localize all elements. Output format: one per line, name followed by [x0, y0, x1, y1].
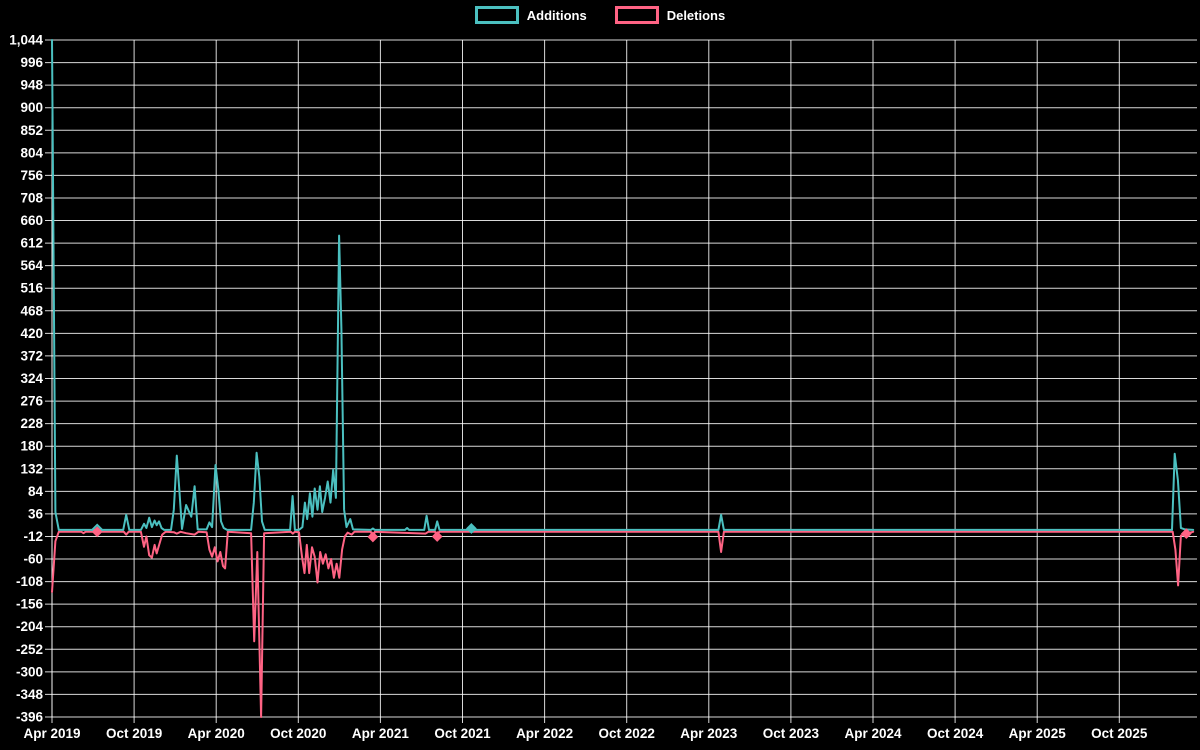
y-tick-label: 276: [20, 394, 43, 409]
y-tick-label: -60: [23, 552, 43, 567]
legend-label-additions: Additions: [526, 7, 587, 23]
x-tick-label: Apr 2019: [23, 726, 80, 741]
y-tick-label: 132: [20, 461, 43, 476]
y-tick-label: 372: [20, 348, 43, 363]
x-tick-label: Apr 2024: [844, 726, 902, 741]
series-line-deletions: [51, 530, 1195, 718]
y-tick-label: 420: [20, 326, 43, 341]
y-tick-label: -252: [16, 642, 43, 657]
chart-legend: Additions Deletions: [0, 6, 1200, 24]
y-tick-label: 708: [20, 190, 43, 205]
y-tick-label: -108: [16, 574, 44, 589]
x-tick-label: Apr 2023: [680, 726, 738, 741]
y-tick-label: 84: [28, 484, 44, 499]
y-tick-label: -396: [16, 710, 44, 725]
point-marker-deletions: [91, 526, 103, 538]
y-tick-label: -156: [16, 597, 44, 612]
y-tick-label: 804: [20, 145, 43, 160]
y-tick-label: -300: [16, 664, 43, 679]
y-tick-label: 900: [20, 100, 43, 115]
y-tick-label: 36: [28, 506, 44, 521]
y-tick-label: 180: [20, 439, 43, 454]
point-marker-deletions: [431, 531, 443, 542]
x-tick-label: Oct 2022: [599, 726, 655, 741]
legend-label-deletions: Deletions: [666, 7, 726, 23]
x-tick-label: Apr 2022: [516, 726, 573, 741]
legend-item-deletions[interactable]: Deletions: [614, 6, 726, 24]
x-tick-label: Oct 2024: [927, 726, 984, 741]
y-tick-label: 660: [20, 213, 43, 228]
y-tick-label: -204: [16, 619, 44, 634]
y-tick-label: -348: [16, 687, 44, 702]
y-tick-label: 324: [20, 371, 43, 386]
y-tick-label: 612: [20, 236, 43, 251]
y-tick-label: 564: [20, 258, 43, 273]
deletions-color-swatch: [614, 6, 659, 24]
x-tick-label: Apr 2021: [352, 726, 410, 741]
x-tick-label: Oct 2021: [434, 726, 491, 741]
y-tick-label: -12: [23, 529, 43, 544]
legend-item-additions[interactable]: Additions: [474, 6, 587, 24]
point-marker-deletions: [367, 531, 379, 543]
x-tick-label: Oct 2019: [106, 726, 162, 741]
x-tick-label: Oct 2025: [1091, 726, 1148, 741]
y-tick-label: 1,044: [9, 33, 43, 48]
point-marker-deletions: [1180, 528, 1192, 540]
x-tick-label: Oct 2020: [270, 726, 326, 741]
y-tick-label: 756: [20, 168, 43, 183]
additions-color-swatch: [474, 6, 519, 24]
x-tick-label: Oct 2023: [763, 726, 820, 741]
y-tick-label: 852: [20, 123, 43, 138]
y-tick-label: 948: [20, 78, 43, 93]
y-tick-label: 516: [20, 281, 43, 296]
y-tick-label: 468: [20, 303, 43, 318]
x-tick-label: Apr 2025: [1009, 726, 1067, 741]
series-line-additions: [51, 39, 1195, 531]
x-tick-label: Apr 2020: [188, 726, 245, 741]
point-marker-additions: [465, 523, 477, 534]
y-tick-label: 228: [20, 416, 43, 431]
y-tick-label: 996: [20, 55, 43, 70]
